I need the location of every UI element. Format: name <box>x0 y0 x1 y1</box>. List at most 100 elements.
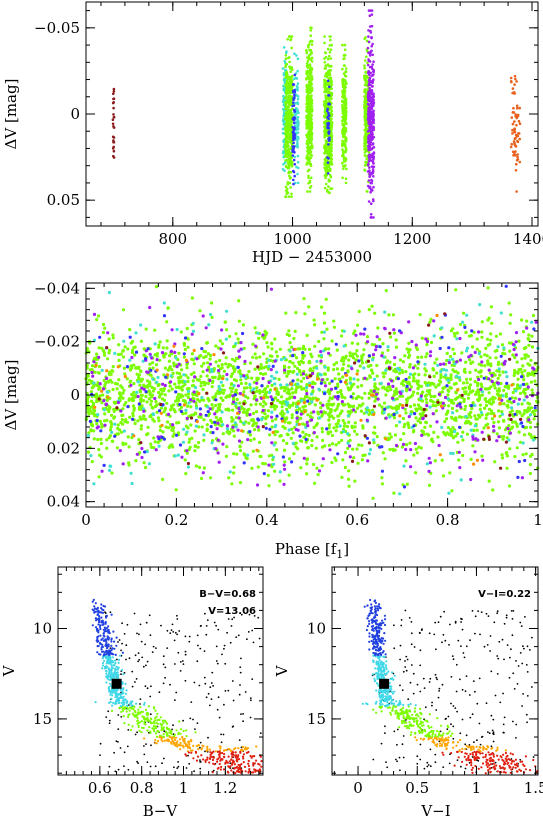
phased-curve-point <box>146 383 150 387</box>
light-curve-point <box>365 74 369 78</box>
light-curve-point <box>289 86 293 90</box>
phased-curve-point <box>122 429 126 433</box>
light-curve-point <box>341 161 344 165</box>
phased-curve-point <box>392 362 397 367</box>
phased-curve-point <box>367 308 371 312</box>
light-curve-point <box>309 49 312 52</box>
phased-curve-point <box>117 343 121 347</box>
phased-curve-point <box>142 414 146 418</box>
phased-curve-point <box>283 460 287 464</box>
light-curve-point <box>372 199 375 203</box>
light-curve-point <box>367 35 370 38</box>
light-curve-point <box>370 120 374 124</box>
light-curve-point <box>324 82 328 86</box>
light-curve-point <box>285 91 288 95</box>
phased-curve-point <box>519 367 523 371</box>
phased-curve-point <box>175 327 179 332</box>
phased-curve-point <box>394 387 398 391</box>
light-curve-point <box>343 48 347 52</box>
phased-curve-point <box>281 425 285 429</box>
light-curve-point <box>344 103 348 106</box>
phased-curve-point <box>139 339 143 343</box>
light-curve-point <box>370 74 374 77</box>
phased-curve-point <box>489 305 493 309</box>
light-curve-point <box>364 81 368 84</box>
phased-curve-point <box>383 310 387 314</box>
phased-curve-point <box>492 420 496 425</box>
phased-curve-point <box>470 406 474 411</box>
phased-curve-point <box>270 419 274 423</box>
light-curve-point <box>367 71 370 75</box>
phased-curve-point <box>343 450 348 455</box>
light-curve-point <box>368 169 371 172</box>
phased-curve-point <box>202 466 206 470</box>
phased-curve-point <box>117 352 121 357</box>
light-curve-point <box>323 61 327 64</box>
phased-curve-point <box>416 355 420 359</box>
phased-curve-point <box>184 408 188 412</box>
phased-curve-point <box>305 458 309 462</box>
phased-curve-point <box>373 382 377 386</box>
phased-curve-point <box>264 417 268 421</box>
phased-curve-point <box>109 372 113 376</box>
light-curve-point <box>343 64 346 67</box>
phased-curve-point <box>513 455 517 459</box>
phased-curve-point <box>128 358 132 362</box>
phased-curve-point <box>467 385 471 389</box>
light-curve-point <box>512 91 516 94</box>
phased-curve-point <box>264 333 268 337</box>
phased-curve-point <box>361 424 365 428</box>
phased-curve-point <box>486 286 490 290</box>
phased-curve-point <box>491 488 495 492</box>
light-curve-point <box>305 50 309 53</box>
phased-curve-point <box>129 379 133 383</box>
phased-curve-point <box>508 410 512 414</box>
phased-curve-point <box>310 438 314 443</box>
phased-curve-point <box>465 377 469 381</box>
phased-curve-point <box>145 379 150 383</box>
light-curve-point <box>327 54 331 58</box>
light-curve-point <box>323 158 327 161</box>
light-curve-point <box>286 38 290 41</box>
phased-curve-point <box>388 432 392 436</box>
phased-curve-point <box>244 381 248 385</box>
light-curve-point <box>516 113 520 117</box>
light-curve-point <box>327 143 330 146</box>
phased-curve-point <box>132 346 136 350</box>
phased-curve-point <box>323 372 327 376</box>
light-curve-point <box>326 63 330 66</box>
light-curve-point <box>296 135 300 139</box>
light-curve-point <box>517 119 521 123</box>
light-curve-point <box>326 79 330 83</box>
light-curve-point <box>290 195 293 198</box>
phased-curve-point <box>307 305 311 309</box>
phased-curve-point <box>498 373 502 377</box>
phased-curve-point <box>142 461 146 465</box>
phased-curve-point <box>183 458 187 462</box>
phased-curve-point <box>290 413 294 417</box>
phased-curve-point <box>276 392 280 397</box>
phased-curve-point <box>139 397 143 402</box>
light-curve-point <box>112 87 116 91</box>
phased-curve-point <box>334 429 338 433</box>
phased-curve-point <box>239 381 243 386</box>
phased-curve-point <box>131 414 135 418</box>
phased-curve-point <box>136 419 140 423</box>
phased-curve-point <box>439 375 443 379</box>
light-curve-point <box>329 77 332 81</box>
phased-curve-point <box>522 398 526 402</box>
phased-curve-point <box>167 359 171 363</box>
phased-curve-point <box>454 397 458 401</box>
light-curve-point <box>369 155 373 158</box>
light-curve-ytick-label: 0 <box>70 105 80 123</box>
light-curve-point <box>307 149 310 152</box>
light-curve-point <box>368 125 372 128</box>
phased-curve-point <box>513 396 518 400</box>
light-curve-xtick-label: 800 <box>158 230 187 248</box>
light-curve-point <box>293 52 296 55</box>
light-curve-point <box>310 51 313 55</box>
light-curve-point <box>327 165 331 169</box>
phased-curve-point <box>330 433 334 438</box>
phased-curve-point <box>380 351 385 355</box>
light-curve-point <box>365 190 369 193</box>
